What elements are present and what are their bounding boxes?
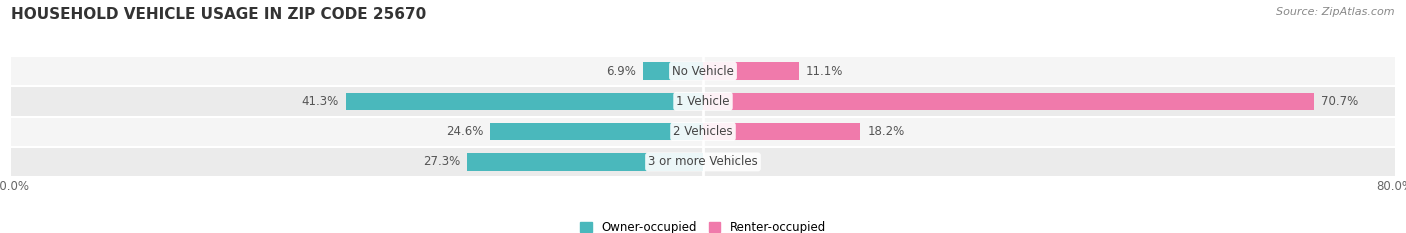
Text: HOUSEHOLD VEHICLE USAGE IN ZIP CODE 25670: HOUSEHOLD VEHICLE USAGE IN ZIP CODE 2567… (11, 7, 426, 22)
Bar (703, 62, 799, 80)
Text: Source: ZipAtlas.com: Source: ZipAtlas.com (1277, 7, 1395, 17)
Text: No Vehicle: No Vehicle (672, 65, 734, 78)
Bar (491, 123, 703, 140)
Bar (11, 86, 1395, 116)
Bar (11, 147, 1395, 177)
Text: 11.1%: 11.1% (806, 65, 844, 78)
Bar (644, 62, 703, 80)
Bar (11, 116, 1395, 147)
Text: 18.2%: 18.2% (868, 125, 904, 138)
Bar (11, 56, 1395, 86)
Text: 3 or more Vehicles: 3 or more Vehicles (648, 155, 758, 168)
Text: 27.3%: 27.3% (423, 155, 460, 168)
Text: 41.3%: 41.3% (302, 95, 339, 108)
Text: 24.6%: 24.6% (446, 125, 484, 138)
Bar (467, 153, 703, 171)
Text: 70.7%: 70.7% (1322, 95, 1358, 108)
Legend: Owner-occupied, Renter-occupied: Owner-occupied, Renter-occupied (579, 221, 827, 233)
Bar (346, 93, 703, 110)
Bar (703, 93, 1315, 110)
Text: 0.0%: 0.0% (710, 155, 740, 168)
Text: 6.9%: 6.9% (606, 65, 637, 78)
Text: 1 Vehicle: 1 Vehicle (676, 95, 730, 108)
Bar (703, 123, 860, 140)
Text: 2 Vehicles: 2 Vehicles (673, 125, 733, 138)
